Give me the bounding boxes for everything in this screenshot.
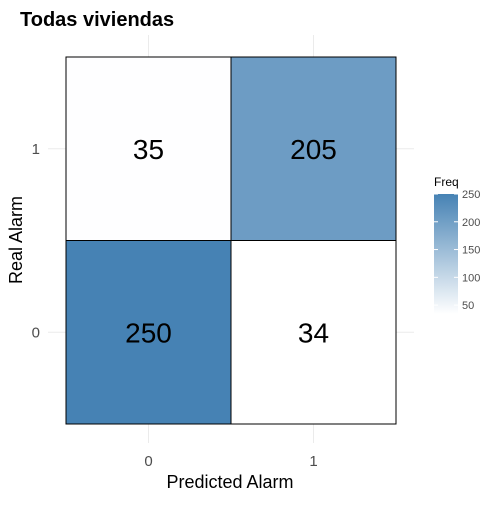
legend-tick-label: 50 [462, 300, 474, 312]
legend-ticks: 50 100 150 200 250 [434, 189, 480, 312]
legend-tick-label: 250 [462, 189, 480, 201]
legend-colorbar [434, 194, 458, 314]
y-tick-label: 0 [32, 324, 40, 341]
cell-value-label: 34 [298, 317, 329, 348]
x-axis-label: Predicted Alarm [166, 472, 293, 492]
legend: Freq 50 100 150 200 250 [434, 175, 480, 314]
y-axis-label: Real Alarm [6, 196, 26, 284]
cell-value-label: 205 [290, 134, 337, 165]
heatmap-cell [230, 240, 397, 425]
cell-value-label: 35 [133, 134, 164, 165]
heatmap-cell [65, 240, 232, 425]
cell-value-label: 250 [125, 317, 172, 348]
y-axis-ticks: 01 [32, 141, 40, 342]
x-tick-label: 1 [309, 453, 317, 470]
y-tick-label: 1 [32, 141, 40, 158]
legend-tick-label: 200 [462, 217, 480, 229]
chart-title: Todas viviendas [20, 9, 174, 31]
x-tick-label: 0 [144, 453, 152, 470]
heatmap-cell [65, 56, 232, 241]
legend-title: Freq [434, 175, 459, 189]
legend-tick-label: 150 [462, 245, 480, 257]
heatmap-cells: 35 205 250 34 [65, 56, 397, 425]
legend-tick-label: 100 [462, 272, 480, 284]
